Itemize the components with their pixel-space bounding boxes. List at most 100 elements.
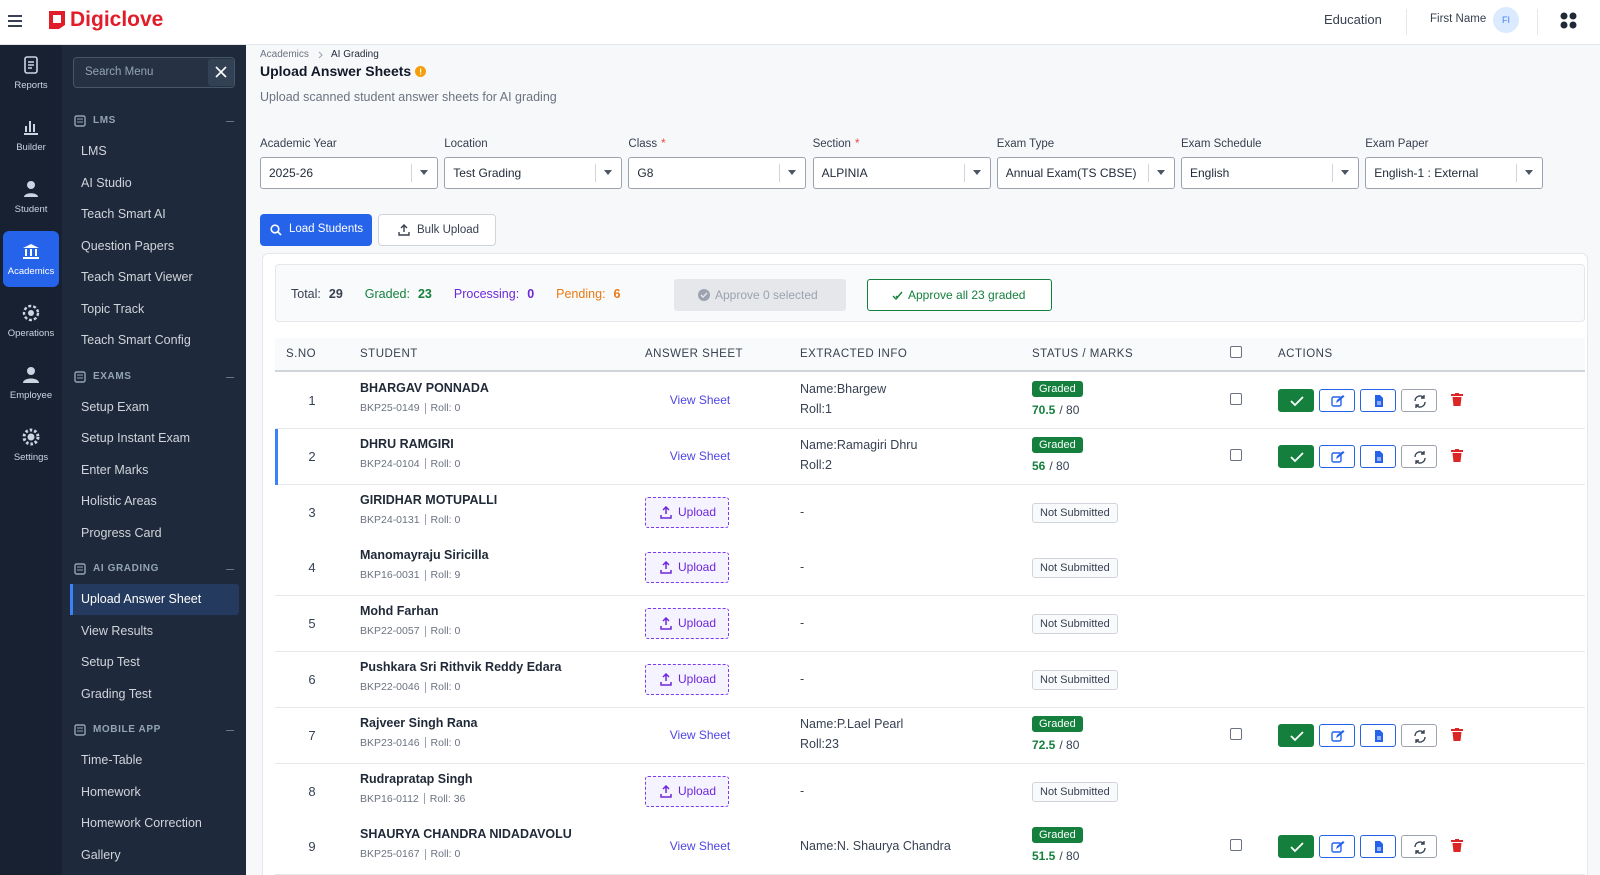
icon-shape xyxy=(1331,450,1345,463)
icon-shape xyxy=(1452,397,1462,406)
menu-item[interactable]: LMS xyxy=(81,144,107,158)
menu-item[interactable]: Homework xyxy=(81,784,141,799)
rail-item[interactable]: Student xyxy=(3,169,59,225)
edit-action[interactable] xyxy=(1319,389,1355,412)
view-sheet-link[interactable]: View Sheet xyxy=(669,839,731,854)
delete-action[interactable] xyxy=(1449,726,1465,744)
row-checkbox[interactable] xyxy=(1230,727,1242,740)
icon-shape xyxy=(1290,731,1304,742)
report-action[interactable] xyxy=(1360,444,1396,468)
menu-item[interactable]: Teach Smart AI xyxy=(81,207,166,221)
menu-item[interactable]: Time-Table xyxy=(81,753,143,767)
approve-action[interactable] xyxy=(1278,444,1314,468)
filter-select[interactable]: G8 xyxy=(628,157,807,189)
breadcrumb-item[interactable]: Academics xyxy=(260,49,309,60)
collapse-icon[interactable] xyxy=(226,121,234,122)
approve-all-button[interactable]: Approve all 23 graded xyxy=(867,279,1052,311)
section-icon xyxy=(74,724,86,736)
collapse-icon[interactable] xyxy=(226,376,234,378)
icon-shape xyxy=(972,170,981,175)
bulk-upload-button[interactable]: Bulk Upload xyxy=(378,214,496,246)
row-checkbox[interactable] xyxy=(1230,393,1242,405)
approve-action[interactable] xyxy=(1278,389,1314,412)
apps-icon[interactable] xyxy=(1560,12,1578,30)
avatar[interactable]: FI xyxy=(1493,7,1519,33)
upload-button[interactable]: Upload xyxy=(645,552,729,584)
table-row xyxy=(275,540,1585,597)
select-arrow xyxy=(972,170,981,176)
marks-max: / 80 xyxy=(1049,458,1070,473)
rail-item[interactable]: Operations xyxy=(3,293,59,349)
view-sheet-link[interactable]: View Sheet xyxy=(669,727,731,742)
menu-item[interactable]: Teach Smart Viewer xyxy=(81,270,193,284)
view-sheet-link[interactable]: View Sheet xyxy=(669,393,731,407)
regrade-action[interactable] xyxy=(1401,444,1437,468)
menu-item[interactable]: Setup Exam xyxy=(81,399,150,414)
menu-item[interactable]: Teach Smart Config xyxy=(81,333,191,347)
icon-shape xyxy=(1336,395,1345,403)
regrade-action[interactable] xyxy=(1401,835,1437,859)
menu-item[interactable]: Progress Card xyxy=(81,525,162,540)
report-action[interactable] xyxy=(1360,835,1396,859)
menu-item[interactable]: Topic Track xyxy=(81,301,145,316)
action-icon xyxy=(1371,394,1387,409)
row-checkbox[interactable] xyxy=(1230,839,1242,852)
collapse-icon[interactable] xyxy=(226,569,234,570)
rail-item[interactable]: Academics xyxy=(3,231,59,287)
approve-action[interactable] xyxy=(1278,723,1314,747)
rail-icon xyxy=(21,303,41,323)
collapse-icon[interactable] xyxy=(226,730,234,731)
regrade-action[interactable] xyxy=(1401,723,1437,747)
upload-button[interactable]: Upload xyxy=(645,664,729,695)
button-label: Approve all 23 graded xyxy=(908,288,1026,302)
rail-item[interactable]: Builder xyxy=(3,107,59,163)
filter-select[interactable]: 2025-26 xyxy=(260,157,438,189)
filter-select[interactable]: Test Grading xyxy=(444,157,623,189)
upload-button[interactable]: Upload xyxy=(645,775,729,807)
edit-action[interactable] xyxy=(1319,835,1355,859)
menu-item[interactable]: Setup Test xyxy=(81,655,140,669)
menu-item[interactable]: Grading Test xyxy=(81,686,152,701)
menu-item[interactable]: AI Studio xyxy=(81,175,132,190)
edit-action[interactable] xyxy=(1319,723,1355,747)
search-clear[interactable] xyxy=(208,59,234,86)
filter-label: Academic Year xyxy=(260,138,337,150)
filter-select[interactable]: English-1 : External xyxy=(1365,157,1544,189)
regrade-action[interactable] xyxy=(1401,389,1437,412)
search-box[interactable]: Search Menu xyxy=(73,57,235,88)
report-action[interactable] xyxy=(1360,389,1396,412)
menu-item[interactable]: Question Papers xyxy=(81,238,175,253)
filter-select[interactable]: Annual Exam(TS CBSE) xyxy=(996,157,1175,189)
report-action[interactable] xyxy=(1360,723,1396,747)
view-sheet-link[interactable]: View Sheet xyxy=(669,448,731,463)
rail-item[interactable]: Settings xyxy=(3,417,59,473)
table-row xyxy=(275,428,1585,485)
rail-item[interactable]: Employee xyxy=(3,355,59,411)
delete-action[interactable] xyxy=(1449,837,1465,855)
rail-item[interactable]: Reports xyxy=(3,45,59,101)
brand-name: Digiclove xyxy=(70,8,164,31)
delete-action[interactable] xyxy=(1449,447,1465,465)
filter-select[interactable]: ALPINIA xyxy=(812,157,991,189)
menu-item[interactable]: Homework Correction xyxy=(81,816,202,830)
menu-icon[interactable] xyxy=(8,14,24,28)
student-name: BHARGAV PONNADA xyxy=(360,381,489,395)
edit-action[interactable] xyxy=(1319,444,1355,468)
upload-button[interactable]: Upload xyxy=(645,608,729,640)
menu-item[interactable]: Upload Answer Sheet xyxy=(81,592,202,606)
approve-selected-button[interactable]: Approve 0 selected xyxy=(674,279,846,311)
menu-item[interactable]: Holistic Areas xyxy=(81,494,157,508)
upload-button[interactable]: Upload xyxy=(645,496,729,528)
menu-item[interactable]: View Results xyxy=(81,623,154,638)
row-checkbox[interactable] xyxy=(1230,448,1242,461)
menu-item[interactable]: Gallery xyxy=(81,847,121,862)
menu-item[interactable]: Enter Marks xyxy=(81,462,149,477)
delete-action[interactable] xyxy=(1449,391,1465,409)
filter-select[interactable]: English xyxy=(1181,157,1359,189)
load-students-button[interactable]: Load Students xyxy=(260,214,372,246)
icon-shape xyxy=(660,784,672,798)
student-name: GIRIDHAR MOTUPALLI xyxy=(360,492,498,507)
menu-item[interactable]: Setup Instant Exam xyxy=(81,431,191,445)
select-all-checkbox[interactable] xyxy=(1230,346,1242,358)
approve-action[interactable] xyxy=(1278,835,1314,859)
